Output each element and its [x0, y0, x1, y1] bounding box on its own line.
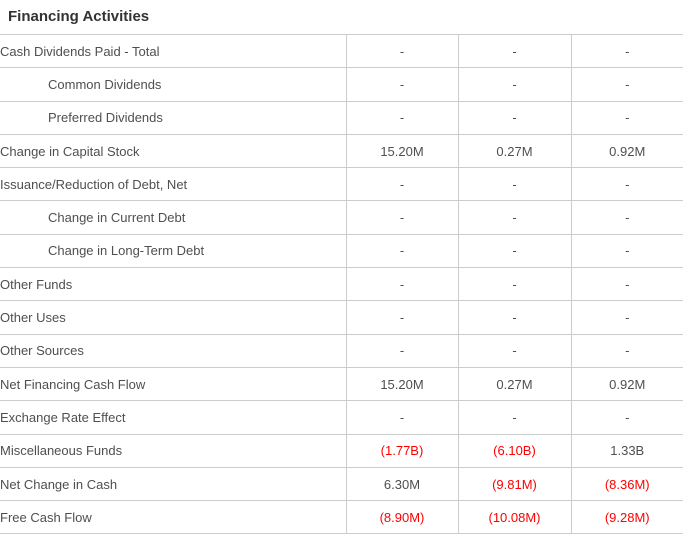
value-cell: 0.92M — [570, 366, 683, 401]
row-label: Other Sources — [0, 333, 346, 368]
value-cell: - — [570, 67, 683, 102]
table-row: Net Change in Cash 6.30M (9.81M) (8.36M) — [0, 466, 683, 501]
table-row: Other Sources - - - — [0, 333, 683, 368]
value-cell: (9.81M) — [457, 466, 571, 501]
value-cell: - — [570, 400, 683, 435]
value-cell: - — [457, 233, 571, 268]
value-cell: - — [570, 33, 683, 68]
row-label: Other Funds — [0, 267, 346, 301]
row-label: Change in Long-Term Debt — [0, 233, 346, 268]
value-cell: (9.28M) — [570, 500, 683, 535]
value-cell: 0.27M — [457, 366, 571, 401]
value-cell: - — [570, 167, 683, 201]
value-cell: 1.33B — [570, 433, 683, 468]
value-cell: (8.90M) — [345, 500, 458, 535]
value-cell: - — [345, 200, 458, 235]
row-label: Preferred Dividends — [0, 100, 346, 135]
row-label: Issuance/Reduction of Debt, Net — [0, 167, 346, 201]
table-row: Change in Capital Stock 15.20M 0.27M 0.9… — [0, 133, 683, 168]
value-cell: 15.20M — [345, 366, 458, 401]
value-cell: (1.77B) — [345, 433, 458, 468]
value-cell: - — [457, 200, 571, 235]
value-cell: - — [457, 167, 571, 201]
financing-activities-table: Cash Dividends Paid - Total - - - Common… — [0, 33, 683, 535]
value-cell: - — [457, 67, 571, 102]
table-row: Change in Current Debt - - - — [0, 200, 683, 235]
section-title: Financing Activities — [8, 8, 150, 25]
row-label: Change in Capital Stock — [0, 133, 346, 168]
value-cell: (10.08M) — [457, 500, 571, 535]
table-row: Free Cash Flow (8.90M) (10.08M) (9.28M) — [0, 500, 683, 535]
row-label: Net Financing Cash Flow — [0, 366, 346, 401]
value-cell: - — [457, 100, 571, 135]
table-row: Cash Dividends Paid - Total - - - — [0, 33, 683, 68]
value-cell: - — [345, 267, 458, 301]
row-label: Net Change in Cash — [0, 466, 346, 501]
value-cell: (6.10B) — [457, 433, 571, 468]
row-label: Cash Dividends Paid - Total — [0, 33, 346, 68]
value-cell: - — [457, 300, 571, 335]
value-cell: 15.20M — [345, 133, 458, 168]
value-cell: 6.30M — [345, 466, 458, 501]
value-cell: - — [570, 233, 683, 268]
value-cell: - — [570, 300, 683, 335]
value-cell: - — [345, 33, 458, 68]
table-row: Change in Long-Term Debt - - - — [0, 233, 683, 268]
row-label: Exchange Rate Effect — [0, 400, 346, 435]
table-row: Net Financing Cash Flow 15.20M 0.27M 0.9… — [0, 366, 683, 401]
value-cell: - — [345, 333, 458, 368]
value-cell: - — [345, 167, 458, 201]
table-row: Common Dividends - - - — [0, 67, 683, 102]
value-cell: - — [345, 233, 458, 268]
value-cell: 0.27M — [457, 133, 571, 168]
value-cell: - — [345, 300, 458, 335]
table-row: Other Funds - - - — [0, 267, 683, 301]
value-cell: - — [345, 100, 458, 135]
value-cell: - — [457, 333, 571, 368]
value-cell: - — [457, 400, 571, 435]
row-label: Common Dividends — [0, 67, 346, 102]
value-cell: 0.92M — [570, 133, 683, 168]
value-cell: - — [570, 267, 683, 301]
value-cell: - — [570, 333, 683, 368]
table-row: Other Uses - - - — [0, 300, 683, 335]
table-row: Exchange Rate Effect - - - — [0, 400, 683, 435]
value-cell: - — [345, 400, 458, 435]
value-cell: - — [457, 33, 571, 68]
row-label: Free Cash Flow — [0, 500, 346, 535]
table-row: Preferred Dividends - - - — [0, 100, 683, 135]
value-cell: - — [345, 67, 458, 102]
table-row: Miscellaneous Funds (1.77B) (6.10B) 1.33… — [0, 433, 683, 468]
value-cell: - — [570, 100, 683, 135]
row-label: Other Uses — [0, 300, 346, 335]
value-cell: (8.36M) — [570, 466, 683, 501]
value-cell: - — [457, 267, 571, 301]
row-label: Miscellaneous Funds — [0, 433, 346, 468]
value-cell: - — [570, 200, 683, 235]
row-label: Change in Current Debt — [0, 200, 346, 235]
table-row: Issuance/Reduction of Debt, Net - - - — [0, 167, 683, 201]
